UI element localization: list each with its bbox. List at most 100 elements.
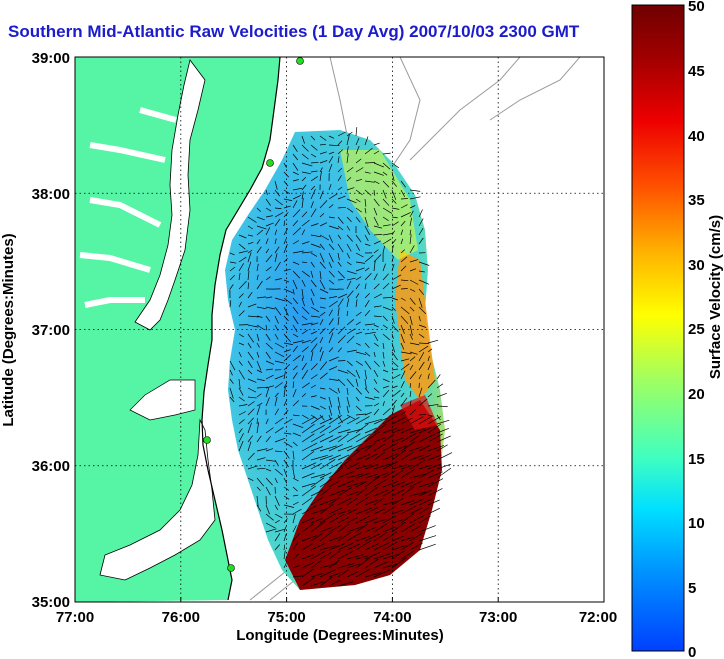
velocity-arrow: [382, 500, 398, 506]
velocity-arrow: [382, 408, 391, 416]
velocity-arrow: [382, 401, 385, 407]
velocity-arrow: [346, 571, 359, 578]
velocity-arrow: [373, 463, 391, 470]
velocity-arrow: [409, 371, 417, 380]
velocity-arrow: [247, 234, 253, 237]
velocity-arrow: [283, 354, 292, 362]
velocity-arrow: [373, 249, 379, 254]
velocity-arrow: [400, 381, 405, 389]
velocity-arrow: [391, 509, 404, 515]
velocity-arrow: [301, 393, 307, 398]
velocity-arrow: [409, 351, 418, 355]
velocity-arrow: [409, 416, 424, 425]
velocity-arrow: [355, 178, 363, 182]
velocity-arrow: [409, 196, 421, 200]
velocity-arrow: [265, 436, 271, 443]
velocity-arrow: [355, 198, 361, 203]
colorbar: [631, 4, 685, 652]
velocity-arrow: [238, 250, 249, 254]
velocity-arrow: [364, 351, 371, 357]
velocity-arrow: [247, 291, 253, 299]
velocity-arrow: [391, 198, 397, 204]
velocity-arrow: [301, 423, 315, 434]
velocity-arrow: [337, 581, 354, 587]
velocity-arrow: [238, 396, 245, 402]
velocity-arrow: [283, 518, 288, 524]
velocity-arrow: [364, 431, 380, 443]
velocity-arrow: [292, 179, 299, 182]
velocity-arrow: [400, 464, 414, 470]
velocity-arrow: [328, 489, 345, 497]
velocity-arrow: [400, 550, 414, 560]
velocity-arrow: [346, 526, 364, 533]
velocity-arrow: [256, 342, 260, 348]
velocity-arrow: [328, 415, 342, 425]
velocity-arrow: [373, 150, 380, 155]
velocity-arrow: [301, 306, 310, 315]
velocity-arrow: [418, 237, 424, 245]
velocity-arrow: [301, 144, 309, 152]
velocity-arrow: [274, 189, 280, 197]
velocity-arrow: [373, 315, 382, 318]
velocity-arrow: [247, 422, 252, 434]
velocity-arrow: [364, 273, 372, 281]
velocity-arrow: [292, 297, 299, 305]
velocity-arrow: [409, 454, 425, 461]
velocity-arrow: [319, 252, 325, 263]
velocity-arrow: [409, 333, 413, 340]
velocity-arrow: [364, 283, 367, 290]
velocity-arrow: [355, 234, 362, 243]
velocity-arrow: [310, 489, 324, 497]
velocity-arrow: [391, 557, 407, 569]
velocity-arrow: [337, 216, 344, 224]
velocity-arrow: [427, 339, 439, 344]
velocity-arrow: [319, 171, 322, 182]
colorbar-tick-label: 30: [688, 257, 705, 274]
velocity-arrow: [247, 252, 252, 263]
velocity-arrow: [337, 206, 346, 209]
velocity-arrow: [373, 443, 386, 452]
velocity-arrow: [265, 360, 275, 365]
velocity-arrow: [373, 293, 382, 299]
velocity-arrow: [238, 411, 246, 416]
colorbar-tick-label: 15: [688, 451, 705, 468]
velocity-arrow: [247, 315, 259, 318]
velocity-arrow: [301, 241, 310, 245]
velocity-arrow: [283, 349, 291, 353]
velocity-arrow: [409, 428, 426, 434]
velocity-arrow: [427, 379, 436, 389]
velocity-arrow: [283, 324, 288, 331]
velocity-arrow: [355, 243, 361, 251]
velocity-arrow: [364, 293, 370, 299]
velocity-arrow: [319, 498, 337, 506]
velocity-arrow: [409, 297, 416, 305]
velocity-arrow: [310, 261, 315, 268]
velocity-arrow: [265, 215, 273, 218]
velocity-arrow: [337, 186, 343, 191]
velocity-arrow: [310, 496, 324, 506]
velocity-arrow: [436, 374, 441, 380]
velocity-arrow: [337, 487, 352, 497]
velocity-arrow: [373, 423, 387, 434]
velocity-arrow: [319, 488, 331, 497]
velocity-arrow: [373, 408, 380, 416]
river-water: [79, 107, 177, 308]
velocity-arrow: [337, 445, 353, 452]
velocity-arrow: [382, 162, 391, 170]
velocity-arrow: [238, 428, 243, 434]
velocity-arrow: [346, 252, 351, 259]
velocity-arrow: [274, 528, 286, 533]
velocity-arrow: [400, 513, 415, 524]
velocity-arrow: [382, 180, 390, 188]
velocity-arrow: [301, 517, 315, 524]
velocity-arrow: [337, 470, 355, 479]
velocity-arrow: [274, 315, 279, 324]
velocity-arrow: [310, 477, 325, 488]
velocity-arrow: [346, 508, 359, 515]
velocity-arrow: [418, 324, 427, 328]
velocity-arrow: [418, 297, 423, 308]
velocity-arrow: [283, 342, 293, 345]
y-tick-label: 39:00: [32, 50, 70, 67]
velocity-arrow: [292, 162, 299, 171]
velocity-arrow: [247, 378, 257, 383]
